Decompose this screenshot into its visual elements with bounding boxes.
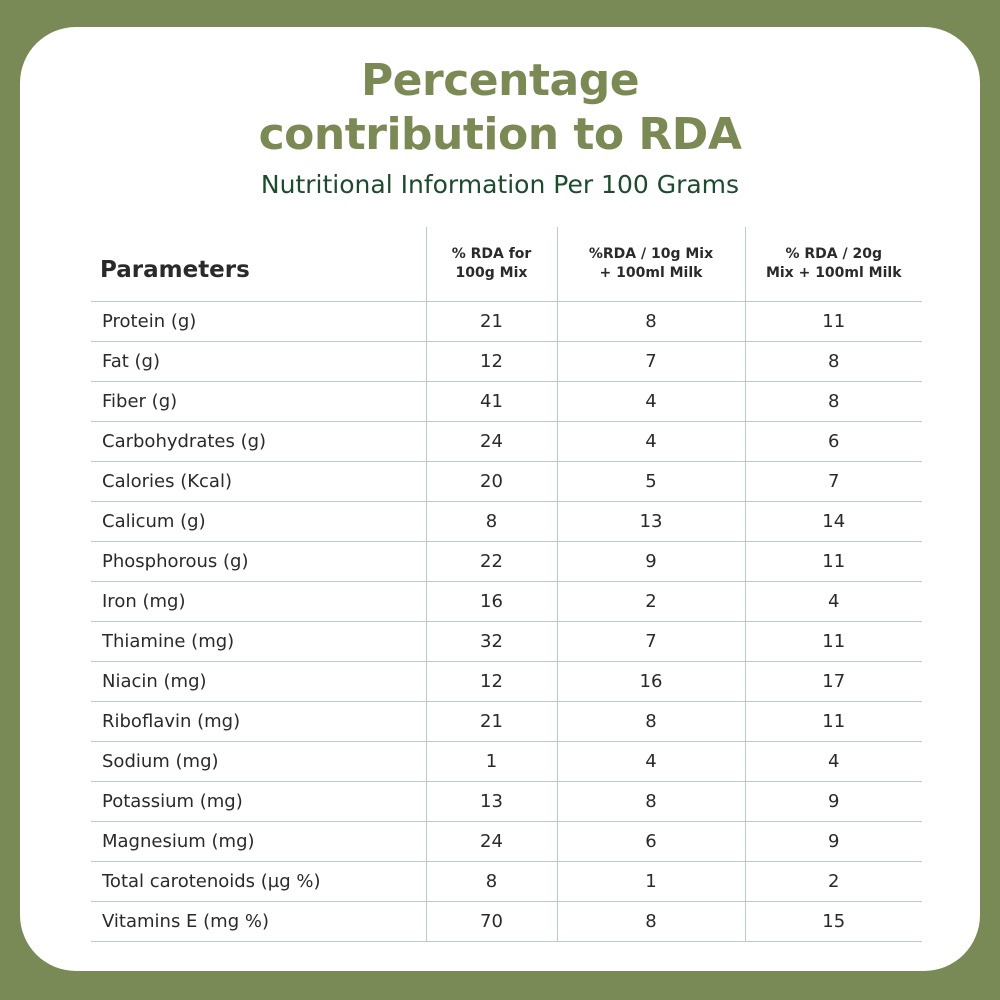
row-parameter: Fiber (g)	[91, 381, 426, 422]
row-rda-10g-milk: 6	[556, 821, 745, 862]
row-parameter: Fat (g)	[91, 341, 426, 382]
row-rda-20g-milk: 17	[744, 661, 922, 702]
row-parameter: Magnesium (mg)	[91, 821, 426, 862]
row-rda-10g-milk: 8	[556, 301, 745, 342]
header-rda-20g-milk-line1: % RDA / 20g	[785, 246, 882, 262]
row-rda-20g-milk: 8	[744, 381, 922, 422]
header-rda-10g-milk-line2: + 100ml Milk	[599, 265, 703, 281]
table-row: Vitamins E (mg %) 70 8 15	[91, 901, 922, 942]
table-row: Iron (mg) 16 2 4	[91, 581, 922, 622]
row-rda-10g-milk: 8	[556, 901, 745, 942]
row-rda-10g-milk: 5	[556, 461, 745, 502]
row-parameter: Vitamins E (mg %)	[91, 901, 426, 942]
table-header-row: Parameters % RDA for 100g Mix %RDA / 10g…	[91, 227, 922, 302]
row-rda-20g-milk: 11	[744, 621, 922, 662]
table-row: Fiber (g) 41 4 8	[91, 381, 922, 422]
content-card: Percentage contribution to RDA Nutrition…	[20, 27, 980, 971]
row-rda-100g: 24	[425, 421, 557, 462]
row-rda-20g-milk: 4	[744, 741, 922, 782]
row-rda-20g-milk: 11	[744, 701, 922, 742]
table-row: Magnesium (mg) 24 6 9	[91, 821, 922, 862]
row-parameter: Iron (mg)	[91, 581, 426, 622]
row-rda-10g-milk: 8	[556, 781, 745, 822]
row-rda-100g: 32	[425, 621, 557, 662]
row-rda-100g: 13	[425, 781, 557, 822]
row-parameter: Niacin (mg)	[91, 661, 426, 702]
row-rda-100g: 20	[425, 461, 557, 502]
row-parameter: Potassium (mg)	[91, 781, 426, 822]
row-rda-20g-milk: 9	[744, 781, 922, 822]
row-rda-10g-milk: 13	[556, 501, 745, 542]
header-rda-10g-milk-line1: %RDA / 10g Mix	[588, 246, 714, 262]
row-rda-20g-milk: 8	[744, 341, 922, 382]
row-rda-20g-milk: 11	[744, 301, 922, 342]
row-rda-10g-milk: 8	[556, 701, 745, 742]
row-rda-20g-milk: 2	[744, 861, 922, 902]
row-rda-10g-milk: 16	[556, 661, 745, 702]
row-rda-20g-milk: 9	[744, 821, 922, 862]
row-rda-100g: 8	[425, 861, 557, 902]
table-row: Riboflavin (mg) 21 8 11	[91, 701, 922, 742]
table-row: Calories (Kcal) 20 5 7	[91, 461, 922, 502]
header-rda-100g-line1: % RDA for	[451, 246, 532, 262]
header-rda-20g-milk: % RDA / 20g Mix + 100ml Milk	[744, 227, 922, 302]
header-rda-20g-milk-line2: Mix + 100ml Milk	[765, 265, 902, 281]
row-rda-100g: 12	[425, 661, 557, 702]
row-parameter: Riboflavin (mg)	[91, 701, 426, 742]
header-parameters: Parameters	[91, 227, 426, 302]
table-row: Protein (g) 21 8 11	[91, 301, 922, 342]
title-line-2: contribution to RDA	[258, 109, 742, 160]
row-rda-100g: 41	[425, 381, 557, 422]
row-rda-20g-milk: 4	[744, 581, 922, 622]
table-row: Calicum (g) 8 13 14	[91, 501, 922, 542]
row-rda-20g-milk: 7	[744, 461, 922, 502]
row-parameter: Sodium (mg)	[91, 741, 426, 782]
row-rda-100g: 21	[425, 701, 557, 742]
row-rda-100g: 22	[425, 541, 557, 582]
row-rda-10g-milk: 1	[556, 861, 745, 902]
table-row: Fat (g) 12 7 8	[91, 341, 922, 382]
row-rda-20g-milk: 6	[744, 421, 922, 462]
header-rda-100g-line2: 100g Mix	[455, 265, 528, 281]
table-row: Sodium (mg) 1 4 4	[91, 741, 922, 782]
row-rda-20g-milk: 14	[744, 501, 922, 542]
row-rda-100g: 16	[425, 581, 557, 622]
row-parameter: Calicum (g)	[91, 501, 426, 542]
table-row: Niacin (mg) 12 16 17	[91, 661, 922, 702]
row-parameter: Total carotenoids (µg %)	[91, 861, 426, 902]
row-rda-10g-milk: 4	[556, 421, 745, 462]
row-rda-20g-milk: 15	[744, 901, 922, 942]
row-rda-10g-milk: 2	[556, 581, 745, 622]
row-rda-20g-milk: 11	[744, 541, 922, 582]
row-rda-10g-milk: 4	[556, 381, 745, 422]
header-rda-100g: % RDA for 100g Mix	[425, 227, 557, 302]
row-rda-100g: 21	[425, 301, 557, 342]
title-line-1: Percentage	[360, 55, 640, 106]
row-rda-10g-milk: 7	[556, 621, 745, 662]
page-subtitle: Nutritional Information Per 100 Grams	[260, 170, 740, 199]
row-rda-100g: 1	[425, 741, 557, 782]
table-row: Potassium (mg) 13 8 9	[91, 781, 922, 822]
row-rda-100g: 70	[425, 901, 557, 942]
row-parameter: Calories (Kcal)	[91, 461, 426, 502]
row-parameter: Carbohydrates (g)	[91, 421, 426, 462]
header-rda-10g-milk: %RDA / 10g Mix + 100ml Milk	[556, 227, 745, 302]
page-title: Percentage contribution to RDA	[20, 54, 980, 162]
table-row: Carbohydrates (g) 24 4 6	[91, 421, 922, 462]
row-rda-100g: 24	[425, 821, 557, 862]
table-row: Phosphorous (g) 22 9 11	[91, 541, 922, 582]
table-row: Thiamine (mg) 32 7 11	[91, 621, 922, 662]
row-parameter: Phosphorous (g)	[91, 541, 426, 582]
row-rda-10g-milk: 9	[556, 541, 745, 582]
nutrition-table: Parameters % RDA for 100g Mix %RDA / 10g…	[91, 227, 922, 942]
row-rda-10g-milk: 7	[556, 341, 745, 382]
row-parameter: Protein (g)	[91, 301, 426, 342]
row-parameter: Thiamine (mg)	[91, 621, 426, 662]
row-rda-100g: 8	[425, 501, 557, 542]
row-rda-10g-milk: 4	[556, 741, 745, 782]
table-row: Total carotenoids (µg %) 8 1 2	[91, 861, 922, 902]
row-rda-100g: 12	[425, 341, 557, 382]
